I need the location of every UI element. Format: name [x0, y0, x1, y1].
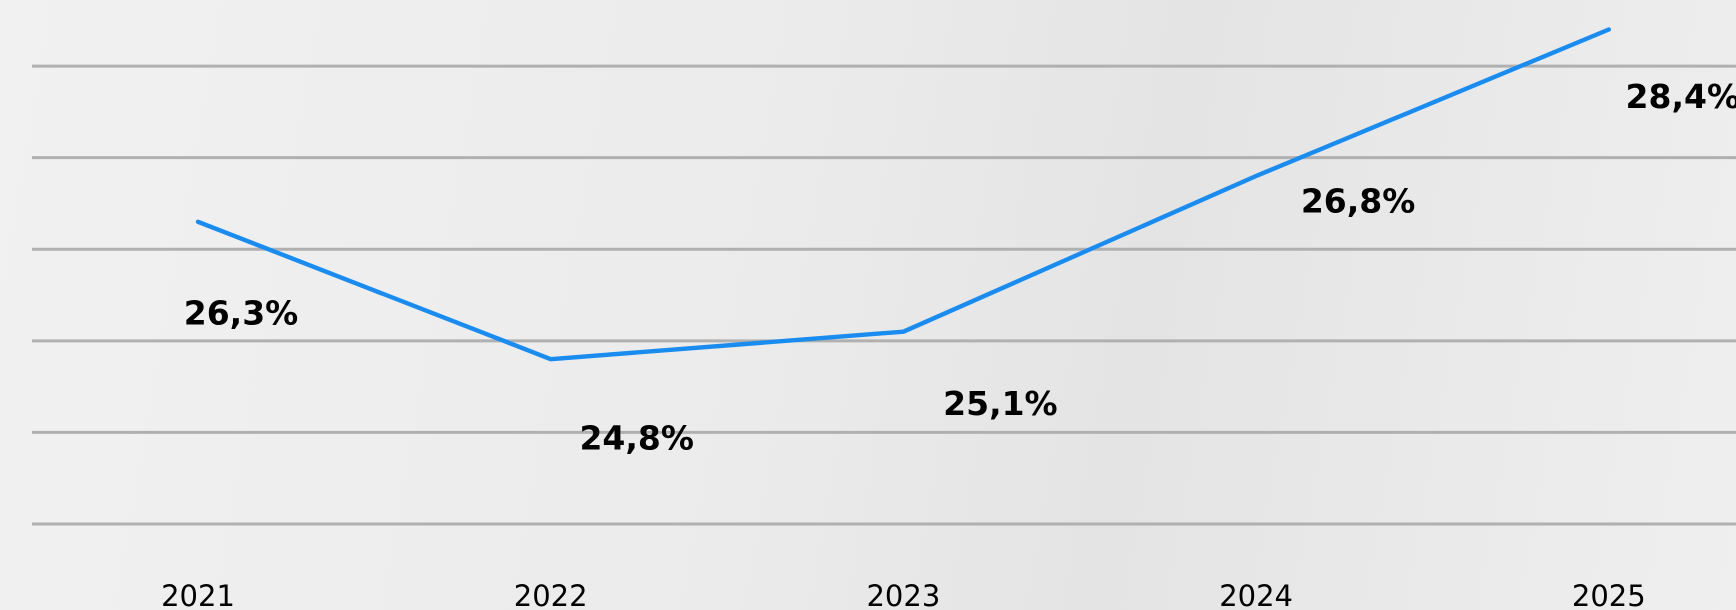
- x-tick-label: 2022: [514, 579, 588, 610]
- line-series: [195, 27, 1612, 362]
- x-tick-label: 2024: [1219, 579, 1293, 610]
- data-label: 24,8%: [579, 419, 694, 458]
- x-tick-label: 2023: [866, 579, 940, 610]
- data-label: 25,1%: [943, 384, 1058, 423]
- x-tick-label: 2021: [161, 579, 235, 610]
- data-label: 28,4%: [1626, 77, 1736, 116]
- data-label: 26,8%: [1301, 182, 1416, 221]
- x-tick-label: 2025: [1572, 579, 1646, 610]
- data-label: 26,3%: [184, 293, 299, 332]
